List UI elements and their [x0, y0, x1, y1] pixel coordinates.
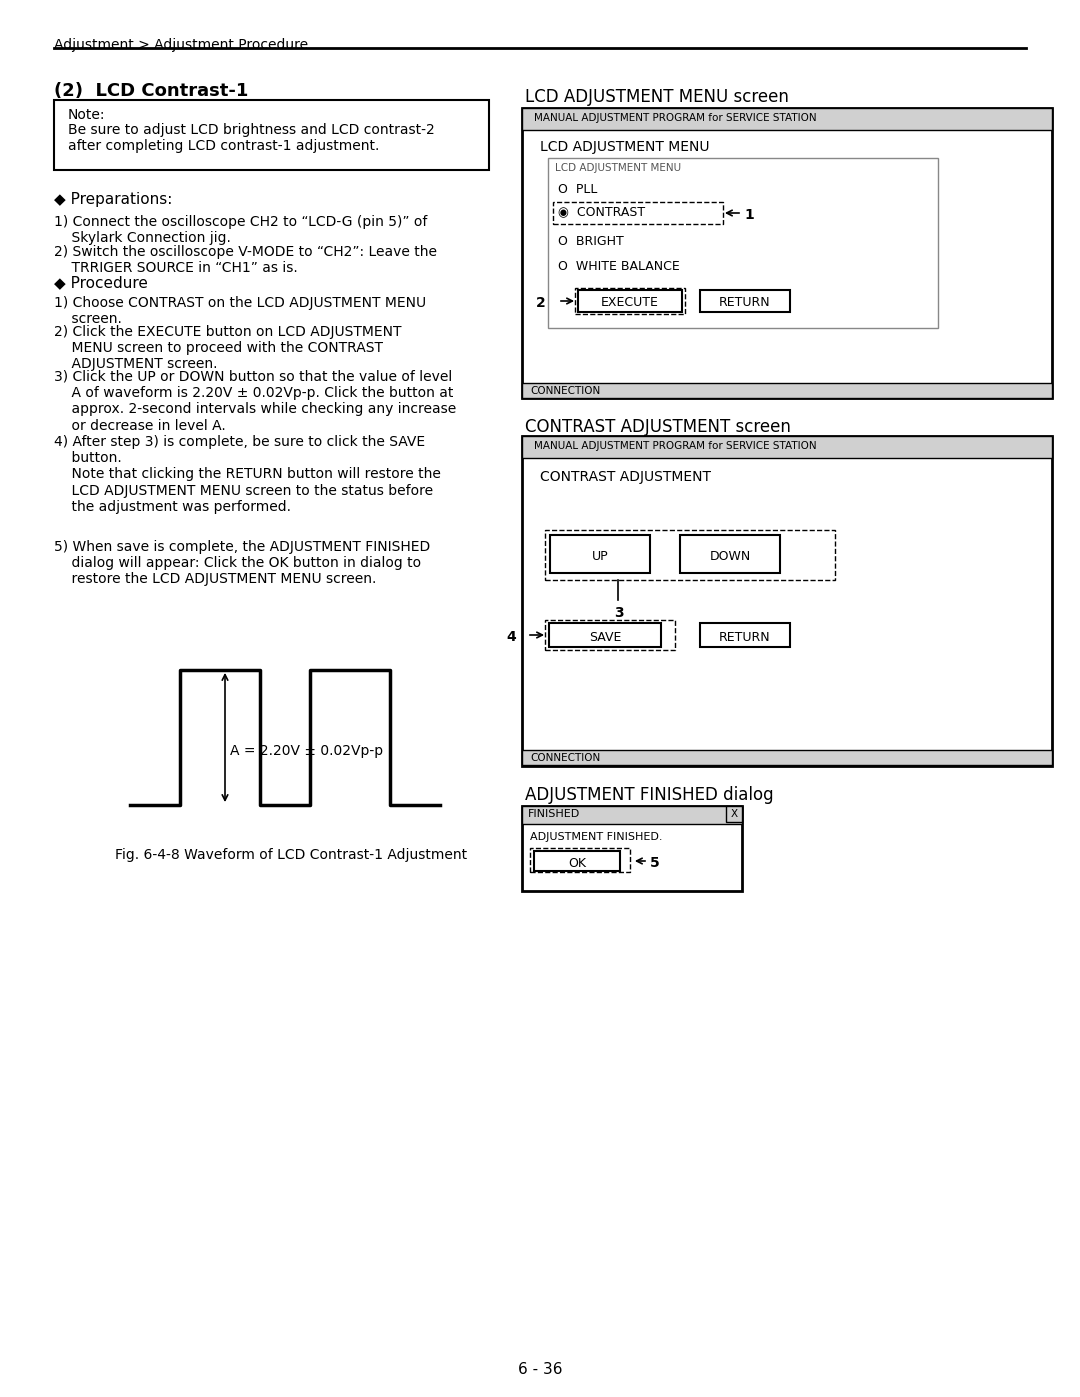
Text: LCD ADJUSTMENT MENU: LCD ADJUSTMENT MENU	[540, 140, 710, 154]
Text: FINISHED: FINISHED	[528, 809, 580, 819]
Text: RETURN: RETURN	[719, 631, 771, 644]
Bar	[114, 636, 455, 835]
Bar	[522, 108, 1052, 398]
Bar	[700, 623, 789, 647]
Text: ◆ Procedure: ◆ Procedure	[54, 275, 148, 291]
Bar	[522, 806, 742, 824]
Bar	[548, 158, 939, 328]
Bar	[522, 806, 742, 891]
Text: 4) After step 3) is complete, be sure to click the SAVE
    button.
    Note tha: 4) After step 3) is complete, be sure to…	[54, 434, 441, 514]
Text: UP: UP	[592, 550, 608, 563]
Text: Note:: Note:	[68, 108, 106, 122]
Text: 2: 2	[536, 296, 545, 310]
Text: X: X	[731, 809, 738, 819]
Text: ADJUSTMENT FINISHED dialog: ADJUSTMENT FINISHED dialog	[525, 787, 773, 805]
Bar	[522, 108, 1052, 130]
Bar	[578, 291, 681, 312]
Bar	[522, 436, 1052, 766]
Text: (2)  LCD Contrast-1: (2) LCD Contrast-1	[54, 82, 248, 101]
Text: A = 2.20V ± 0.02Vp-p: A = 2.20V ± 0.02Vp-p	[230, 745, 383, 759]
Text: 3) Click the UP or DOWN button so that the value of level
    A of waveform is 2: 3) Click the UP or DOWN button so that t…	[54, 370, 456, 433]
Text: RETURN: RETURN	[719, 296, 771, 309]
Text: ◉  CONTRAST: ◉ CONTRAST	[558, 205, 645, 218]
Text: CONTRAST ADJUSTMENT screen: CONTRAST ADJUSTMENT screen	[525, 418, 791, 436]
Text: EXECUTE: EXECUTE	[602, 296, 659, 309]
Text: ADJUSTMENT FINISHED.: ADJUSTMENT FINISHED.	[530, 833, 662, 842]
Bar	[54, 101, 489, 170]
Text: Be sure to adjust LCD brightness and LCD contrast-2
after completing LCD contras: Be sure to adjust LCD brightness and LCD…	[68, 123, 435, 154]
Text: OK: OK	[568, 856, 586, 870]
Bar	[726, 806, 742, 821]
Bar	[680, 535, 780, 573]
Text: 3: 3	[615, 606, 623, 620]
Text: 4: 4	[507, 630, 516, 644]
Bar	[545, 620, 675, 650]
Bar	[553, 203, 723, 224]
Text: Adjustment > Adjustment Procedure: Adjustment > Adjustment Procedure	[54, 38, 308, 52]
Text: CONNECTION: CONNECTION	[530, 386, 600, 395]
Text: LCD ADJUSTMENT MENU: LCD ADJUSTMENT MENU	[555, 163, 681, 173]
Text: O  PLL: O PLL	[558, 183, 597, 196]
Text: 5) When save is complete, the ADJUSTMENT FINISHED
    dialog will appear: Click : 5) When save is complete, the ADJUSTMENT…	[54, 541, 430, 587]
Bar	[530, 848, 630, 872]
Text: 6 - 36: 6 - 36	[517, 1362, 563, 1377]
Bar	[522, 436, 1052, 458]
Text: 2) Click the EXECUTE button on LCD ADJUSTMENT
    MENU screen to proceed with th: 2) Click the EXECUTE button on LCD ADJUS…	[54, 326, 402, 372]
Bar	[550, 535, 650, 573]
Text: CONNECTION: CONNECTION	[530, 753, 600, 763]
Text: Fig. 6-4-8 Waveform of LCD Contrast-1 Adjustment: Fig. 6-4-8 Waveform of LCD Contrast-1 Ad…	[114, 848, 468, 862]
Text: CONTRAST ADJUSTMENT: CONTRAST ADJUSTMENT	[540, 469, 711, 483]
Text: ◆ Preparations:: ◆ Preparations:	[54, 191, 173, 207]
Bar	[575, 288, 685, 314]
Text: O  WHITE BALANCE: O WHITE BALANCE	[558, 260, 679, 272]
Bar	[549, 623, 661, 647]
Text: SAVE: SAVE	[589, 631, 621, 644]
Text: 1: 1	[744, 208, 754, 222]
Text: 1) Choose CONTRAST on the LCD ADJUSTMENT MENU
    screen.: 1) Choose CONTRAST on the LCD ADJUSTMENT…	[54, 296, 427, 327]
Bar	[522, 383, 1052, 398]
Text: 2) Switch the oscilloscope V-MODE to “CH2”: Leave the
    TRRIGER SOURCE in “CH1: 2) Switch the oscilloscope V-MODE to “CH…	[54, 244, 437, 275]
Bar	[534, 851, 620, 870]
Text: O  BRIGHT: O BRIGHT	[558, 235, 624, 249]
Text: MANUAL ADJUSTMENT PROGRAM for SERVICE STATION: MANUAL ADJUSTMENT PROGRAM for SERVICE ST…	[534, 113, 816, 123]
Bar	[522, 750, 1052, 766]
Bar	[545, 529, 835, 580]
Bar	[700, 291, 789, 312]
Text: MANUAL ADJUSTMENT PROGRAM for SERVICE STATION: MANUAL ADJUSTMENT PROGRAM for SERVICE ST…	[534, 441, 816, 451]
Text: 1) Connect the oscilloscope CH2 to “LCD-G (pin 5)” of
    Skylark Connection jig: 1) Connect the oscilloscope CH2 to “LCD-…	[54, 215, 428, 246]
Text: 5: 5	[650, 856, 660, 870]
Text: DOWN: DOWN	[710, 550, 751, 563]
Text: LCD ADJUSTMENT MENU screen: LCD ADJUSTMENT MENU screen	[525, 88, 788, 106]
